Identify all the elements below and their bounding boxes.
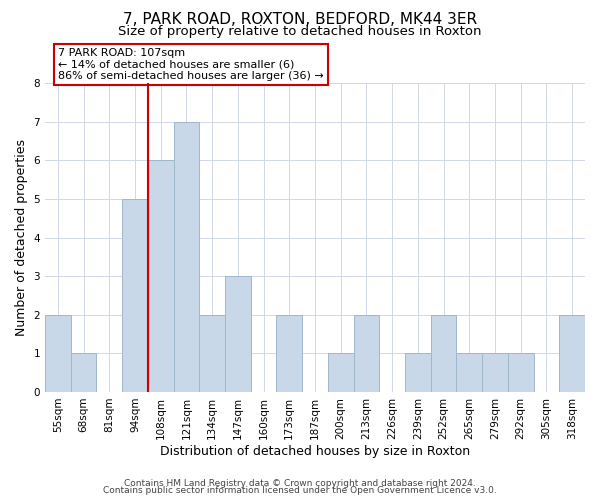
- Bar: [328, 354, 353, 392]
- Bar: [431, 314, 457, 392]
- Bar: [148, 160, 173, 392]
- Bar: [225, 276, 251, 392]
- Bar: [122, 199, 148, 392]
- Bar: [559, 314, 585, 392]
- Text: 7, PARK ROAD, ROXTON, BEDFORD, MK44 3ER: 7, PARK ROAD, ROXTON, BEDFORD, MK44 3ER: [123, 12, 477, 28]
- Bar: [71, 354, 97, 392]
- X-axis label: Distribution of detached houses by size in Roxton: Distribution of detached houses by size …: [160, 444, 470, 458]
- Text: 7 PARK ROAD: 107sqm
← 14% of detached houses are smaller (6)
86% of semi-detache: 7 PARK ROAD: 107sqm ← 14% of detached ho…: [58, 48, 323, 81]
- Bar: [277, 314, 302, 392]
- Bar: [173, 122, 199, 392]
- Bar: [482, 354, 508, 392]
- Bar: [199, 314, 225, 392]
- Bar: [457, 354, 482, 392]
- Text: Size of property relative to detached houses in Roxton: Size of property relative to detached ho…: [118, 25, 482, 38]
- Bar: [405, 354, 431, 392]
- Y-axis label: Number of detached properties: Number of detached properties: [15, 139, 28, 336]
- Bar: [45, 314, 71, 392]
- Bar: [353, 314, 379, 392]
- Bar: [508, 354, 533, 392]
- Text: Contains public sector information licensed under the Open Government Licence v3: Contains public sector information licen…: [103, 486, 497, 495]
- Text: Contains HM Land Registry data © Crown copyright and database right 2024.: Contains HM Land Registry data © Crown c…: [124, 478, 476, 488]
